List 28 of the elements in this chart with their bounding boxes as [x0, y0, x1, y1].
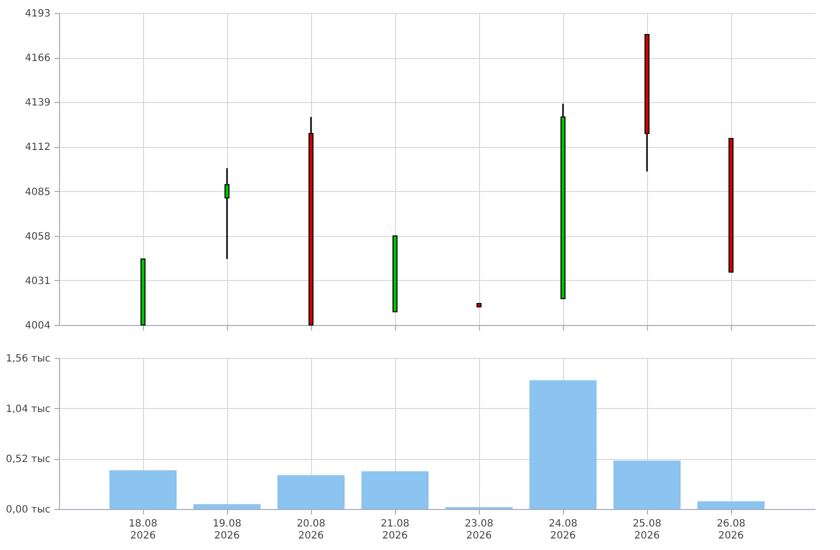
bar	[109, 470, 177, 509]
x-tick-label: 25.08 2026	[632, 518, 662, 542]
y-tick-label: 0,52 тыс	[6, 454, 50, 466]
x-tick-label: 19.08 2026	[212, 518, 242, 542]
x-tick-label: 21.08 2026	[380, 518, 410, 542]
x-tick-label: 18.08 2026	[128, 518, 158, 542]
bar	[529, 380, 597, 509]
y-tick-label: 4085	[25, 186, 50, 198]
bar	[613, 460, 681, 509]
candlestick	[224, 167, 230, 260]
y-tick-label: 1,04 тыс	[6, 404, 50, 415]
x-tick-label: 24.08 2026	[548, 518, 578, 542]
x-tick-label: 20.08 2026	[296, 518, 326, 542]
y-tick-label: 4004	[25, 320, 50, 332]
x-tick-label: 23.08 2026	[464, 518, 494, 542]
y-tick-label: 4031	[25, 276, 50, 287]
y-tick-label: 1,56 тыс	[6, 354, 50, 364]
bar	[361, 471, 429, 509]
y-tick-label: 4166	[25, 53, 50, 64]
x-tick-label: 26.08 2026	[716, 518, 746, 542]
y-tick-label: 4139	[25, 98, 50, 109]
bar	[277, 475, 345, 509]
y-tick-label: 4058	[25, 231, 50, 242]
bar	[193, 504, 261, 509]
bar	[697, 501, 765, 509]
y-tick-label: 4193	[25, 8, 50, 20]
y-tick-label: 4112	[25, 142, 50, 154]
y-tick-label: 0,00 тыс	[6, 504, 50, 516]
